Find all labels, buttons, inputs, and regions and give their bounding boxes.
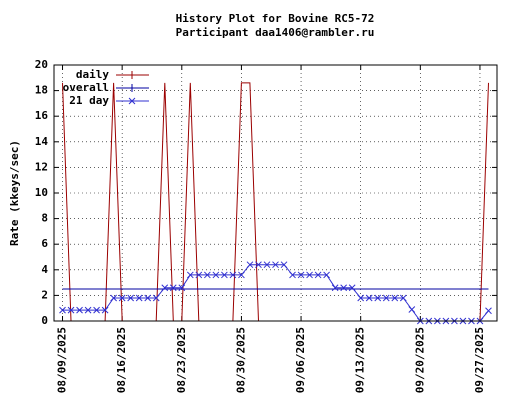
x-tick-label: 08/23/2025 — [175, 327, 188, 393]
point-marker — [93, 306, 100, 314]
point-marker — [323, 271, 330, 279]
point-marker — [306, 271, 313, 279]
point-marker — [59, 306, 66, 314]
point-marker — [263, 261, 271, 269]
point-marker — [399, 294, 407, 302]
point-marker — [340, 284, 348, 292]
y-tick-label: 12 — [35, 160, 48, 173]
point-marker — [76, 306, 83, 314]
point-marker — [408, 306, 416, 313]
x-tick-label: 09/27/2025 — [473, 327, 486, 393]
point-marker — [152, 294, 160, 302]
point-marker — [297, 271, 305, 279]
point-marker — [365, 294, 373, 302]
x-tick-label: 08/09/2025 — [56, 327, 69, 393]
point-marker — [169, 284, 177, 292]
point-marker — [110, 294, 117, 302]
point-marker — [485, 307, 492, 315]
y-tick-label: 10 — [35, 186, 48, 199]
point-marker — [186, 271, 194, 279]
series-line — [62, 82, 489, 322]
point-marker — [357, 294, 365, 302]
point-marker — [221, 271, 228, 279]
chart-title: History Plot for Bovine RC5-72 — [176, 12, 375, 25]
point-marker — [331, 284, 339, 292]
point-marker — [101, 306, 109, 314]
point-marker — [272, 261, 279, 269]
y-tick-label: 2 — [41, 288, 48, 301]
y-tick-label: 8 — [41, 212, 48, 225]
legend-marker — [128, 97, 136, 105]
point-marker — [238, 271, 245, 279]
x-tick-label: 09/06/2025 — [294, 327, 307, 393]
point-marker — [289, 271, 296, 279]
point-marker — [382, 294, 390, 302]
point-marker — [212, 271, 220, 279]
y-tick-label: 6 — [41, 237, 48, 250]
x-tick-label: 09/20/2025 — [413, 327, 426, 393]
point-marker — [144, 294, 152, 302]
x-tick-label: 08/30/2025 — [234, 327, 247, 393]
point-marker — [127, 294, 135, 302]
chart-subtitle: Participant daa1406@rambler.ru — [176, 26, 375, 39]
point-marker — [255, 261, 262, 269]
point-marker — [118, 294, 126, 302]
point-marker — [280, 261, 288, 269]
y-tick-label: 4 — [41, 263, 48, 276]
x-tick-label: 09/13/2025 — [354, 327, 367, 393]
point-marker — [246, 261, 254, 269]
point-marker — [195, 271, 203, 279]
x-tick-label: 08/16/2025 — [115, 327, 128, 393]
point-marker — [348, 284, 356, 292]
y-tick-label: 0 — [41, 314, 48, 327]
y-tick-label: 18 — [35, 84, 48, 97]
y-tick-label: 14 — [35, 135, 49, 148]
y-axis-label: Rate (kkeys/sec) — [8, 140, 21, 246]
point-marker — [67, 306, 75, 314]
point-marker — [314, 271, 322, 279]
legend-label: 21 day — [69, 94, 109, 107]
point-marker — [374, 294, 382, 302]
y-tick-label: 20 — [35, 58, 48, 71]
point-marker — [178, 284, 186, 292]
legend-label: daily — [76, 68, 109, 81]
point-marker — [229, 271, 237, 279]
y-tick-label: 16 — [35, 109, 49, 122]
series-line — [62, 264, 489, 322]
point-marker — [161, 284, 169, 292]
point-marker — [391, 294, 399, 302]
plot-frame — [53, 64, 498, 322]
point-marker — [135, 294, 143, 302]
point-marker — [203, 271, 211, 279]
point-marker — [84, 306, 92, 314]
legend-label: overall — [63, 81, 109, 94]
